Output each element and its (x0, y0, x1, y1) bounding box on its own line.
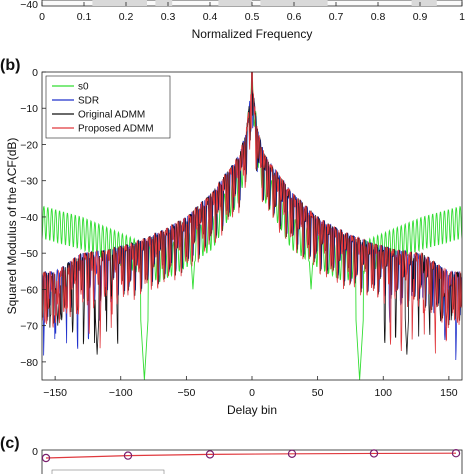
xtick-label: 0.3 (161, 11, 176, 23)
xtick-label: 1 (459, 11, 465, 23)
xtick-label: 150 (440, 387, 458, 399)
xtick-label: −150 (43, 387, 67, 399)
legend-label: Proposed ADMM (78, 124, 154, 135)
ytick-label: 0 (32, 67, 38, 79)
panel-c-legend-box (51, 469, 165, 474)
ytick-label: −30 (20, 176, 38, 188)
panel-b: (b) −150 −100 −50 0 50 100 150 0 −10 −20 −30 −40 −5… (0, 57, 463, 417)
panel-b-ylabel: Squared Modulus of the ACF(dB) (5, 138, 19, 315)
legend-label: SDR (78, 96, 99, 107)
panel-a: −40 0 0.1 0.2 0.3 0.4 0.5 0.6 0.7 0.8 0.9 1 Normal… (20, 0, 465, 41)
stopband-bar (155, 0, 173, 6)
ytick-label: −40 (20, 212, 38, 224)
legend-label: Original ADMM (78, 110, 145, 121)
legend-label: s0 (78, 82, 89, 93)
panel-a-xlabel: Normalized Frequency (192, 27, 313, 41)
xtick-label: 0.1 (77, 11, 92, 23)
panel-c-series-line (45, 452, 457, 459)
ytick-label: −60 (20, 284, 38, 296)
ytick-label: −20 (20, 139, 38, 151)
panel-c-axes-box (41, 449, 463, 474)
xtick-label: −50 (177, 387, 195, 399)
panel-c-marker (369, 449, 379, 458)
panel-c-marker (205, 450, 215, 459)
panel-c-series (41, 449, 461, 463)
xtick-label: 0.2 (119, 11, 134, 23)
xtick-label: 0.5 (245, 11, 260, 23)
ytick-label: −80 (20, 357, 38, 369)
panel-c-label: (c) (0, 435, 20, 452)
xtick-label: −100 (109, 387, 133, 399)
xtick-label: 0.8 (371, 11, 386, 23)
xtick-label: 0.9 (413, 11, 428, 23)
series-line-proposed-admm (42, 72, 462, 354)
panel-b-label: (b) (0, 57, 20, 74)
panel-c-ytick: 0 (32, 446, 38, 458)
xtick-label: 50 (312, 387, 324, 399)
stopband-bar (92, 0, 147, 6)
xtick-label: 0.7 (329, 11, 344, 23)
ytick-label: −70 (20, 321, 38, 333)
panel-a-ytick: −40 (20, 0, 38, 11)
xtick-label: 0 (249, 387, 255, 399)
panel-c-marker (287, 449, 297, 458)
panel-b-xticks: −150 −100 −50 0 50 100 150 (43, 376, 458, 399)
xtick-label: 0.4 (203, 11, 218, 23)
legend-entries: s0 SDR Original ADMM Proposed ADMM (52, 82, 154, 135)
panel-c-marker (451, 449, 461, 458)
stopband-bar (218, 0, 252, 6)
stopband-bar (411, 0, 437, 6)
panel-a-xticks: 0 0.1 0.2 0.3 0.4 0.5 0.6 0.7 0.8 0.9 1 (39, 2, 465, 23)
xtick-label: 0 (39, 11, 45, 23)
series-line-original-admm (42, 72, 462, 355)
panel-c-marker (123, 451, 133, 460)
panel-c: (c) 0 (0, 435, 463, 474)
panel-c-marker (41, 453, 51, 463)
panel-b-yticks: 0 −10 −20 −30 −40 −50 −60 −70 −80 (20, 67, 46, 369)
panel-b-legend: s0 SDR Original ADMM Proposed ADMM (45, 75, 171, 139)
panel-b-series (42, 72, 462, 380)
ytick-label: −50 (20, 248, 38, 260)
ytick-label: −10 (20, 103, 38, 115)
panel-b-xlabel: Delay bin (227, 403, 277, 417)
xtick-label: 0.6 (287, 11, 302, 23)
xtick-label: 100 (374, 387, 392, 399)
